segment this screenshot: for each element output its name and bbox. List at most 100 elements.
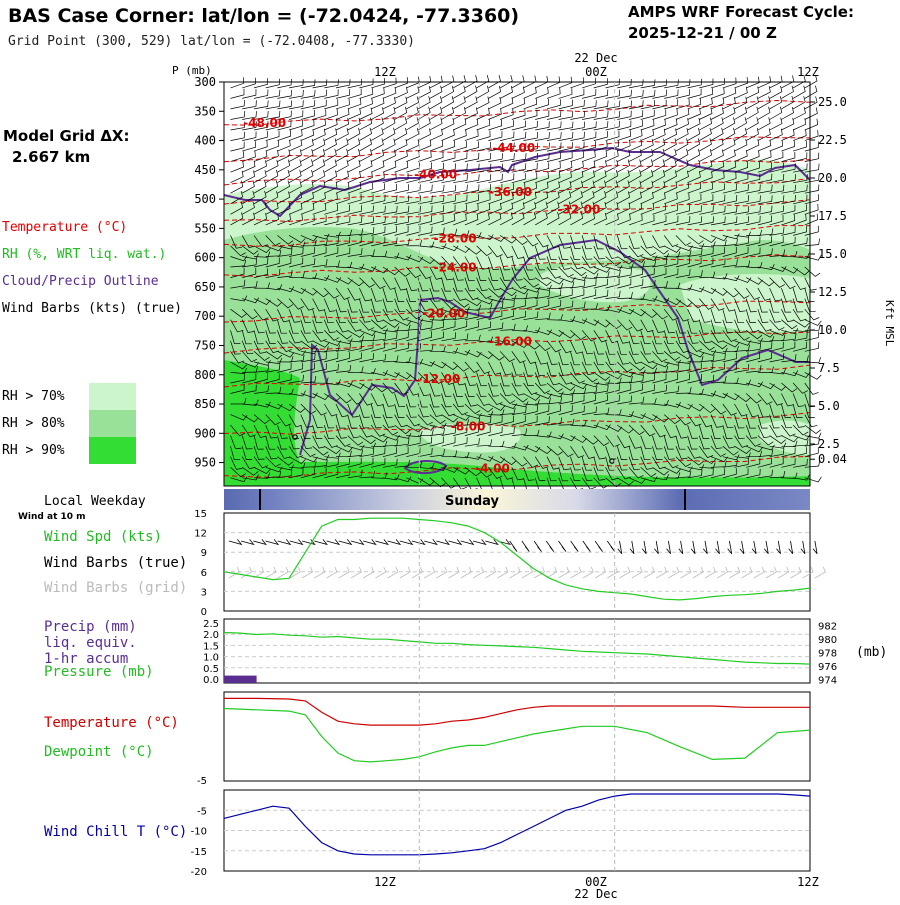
xs-wind-barbs	[230, 75, 822, 492]
xs-wind-barb	[757, 139, 772, 152]
xs-wind-barb	[593, 131, 608, 141]
xs-wind-barb	[347, 435, 364, 446]
xs-wind-barb	[394, 342, 409, 352]
xs-wind-barb	[300, 129, 315, 141]
xs-wind-barb	[371, 341, 386, 352]
xs-wind-barb	[734, 309, 745, 324]
xs-wind-barb	[464, 382, 475, 397]
temperature-contour	[223, 159, 811, 186]
xs-wind-barb	[593, 278, 608, 289]
xs-wind-barb	[288, 298, 304, 310]
xs-wind-barb	[511, 310, 527, 321]
xs-wind-barb	[617, 424, 634, 434]
xs-wind-barb	[640, 351, 655, 364]
xs-wind-barb	[300, 445, 316, 458]
xs-wind-barb	[722, 183, 737, 194]
xs-wind-barb	[523, 120, 538, 131]
xs-wind-barb	[769, 368, 787, 375]
xs-wind-barb	[804, 130, 819, 141]
xs-wind-barb	[652, 474, 670, 481]
xs-wind-barb	[289, 100, 304, 110]
xs-wind-barb	[710, 362, 725, 373]
xs-wind-barb	[417, 96, 431, 110]
grid-point-subtitle: Grid Point (300, 529) lat/lon = (-72.040…	[8, 34, 415, 49]
xs-wind-barb	[605, 120, 620, 131]
xs-wind-barb	[417, 139, 432, 152]
xs-wind-barb	[593, 140, 608, 152]
xs-wind-barb	[288, 446, 303, 459]
wind-barb-grid	[301, 566, 314, 579]
xs-wind-barb	[781, 403, 792, 418]
xs-wind-barb	[242, 100, 257, 110]
temperature-contour	[223, 254, 811, 277]
xs-wind-barb	[605, 456, 616, 471]
xs-wind-barb	[324, 79, 339, 89]
xs-wind-barb	[793, 174, 808, 184]
xs-wind-barb	[628, 245, 644, 258]
xs-wind-barb	[746, 150, 760, 162]
xs-wind-barb	[792, 382, 808, 394]
xs-wind-barb	[312, 79, 328, 89]
xs-wind-barb	[452, 266, 464, 281]
xs-wind-barb	[710, 107, 724, 120]
xs-wind-barb	[429, 277, 440, 292]
xs-wind-barb	[429, 382, 441, 397]
xs-wind-barb	[289, 374, 304, 384]
xs-wind-barb	[335, 364, 352, 373]
xs-wind-barb	[781, 287, 793, 302]
pressure-tick-label: 500	[194, 192, 216, 206]
xs-wind-barb	[406, 437, 421, 447]
xs-wind-barb	[394, 393, 406, 408]
xs-wind-barb	[441, 140, 456, 152]
xs-wind-barb	[745, 424, 758, 439]
xs-wind-barb	[300, 79, 316, 89]
xs-wind-barb	[745, 298, 757, 313]
xs-wind-barb	[628, 340, 639, 355]
wind-barb-grid	[228, 566, 240, 579]
xs-wind-barb	[722, 393, 740, 401]
xs-wind-barb	[312, 403, 327, 416]
xs-wind-barb	[581, 456, 593, 471]
xs-wind-barb	[535, 431, 552, 438]
xs-wind-barb	[535, 191, 549, 205]
wind-barb-grid	[436, 566, 448, 579]
xs-wind-barb	[769, 329, 787, 336]
xs-wind-barb	[288, 159, 302, 173]
xs-wind-barb	[230, 367, 247, 374]
xs-wind-barb	[781, 204, 796, 215]
xs-wind-barb	[722, 309, 733, 324]
xs-wind-barb	[335, 381, 353, 388]
xs-wind-barb	[534, 340, 551, 352]
xs-wind-barb	[476, 193, 491, 205]
xs-wind-barb	[441, 152, 456, 162]
xs-wind-barb	[698, 425, 710, 439]
xs-wind-barb	[558, 389, 576, 396]
xs-wind-barb	[382, 117, 396, 131]
xs-wind-barb	[616, 456, 628, 471]
xs-wind-barb	[687, 403, 705, 412]
xs-wind-barb	[734, 86, 748, 99]
xs-wind-barb	[628, 383, 643, 394]
xs-wind-barb	[804, 277, 817, 291]
xs-wind-barb	[804, 238, 820, 247]
xs-wind-barb	[464, 403, 481, 415]
xs-wind-barb	[300, 203, 315, 215]
xs-wind-barb	[453, 214, 467, 226]
xs-wind-barb	[371, 149, 384, 162]
xs-wind-barb	[523, 291, 539, 299]
xs-wind-barb	[417, 447, 433, 458]
xs-wind-barb	[394, 459, 410, 468]
xs-wind-barb	[488, 245, 503, 258]
xs-wind-barb	[628, 435, 641, 449]
xs-wind-barb	[347, 148, 361, 162]
xs-wind-barb	[664, 170, 678, 184]
wind-barb-true	[690, 540, 696, 555]
wind-barb-true	[436, 539, 451, 546]
wind-barb-grid	[619, 566, 631, 579]
xs-wind-barb	[628, 446, 639, 461]
xs-wind-barb	[769, 249, 786, 257]
wind-barb-grid	[741, 566, 753, 579]
xs-wind-barb	[359, 107, 373, 120]
xs-wind-barb	[722, 106, 736, 120]
xs-wind-barb	[335, 287, 351, 300]
